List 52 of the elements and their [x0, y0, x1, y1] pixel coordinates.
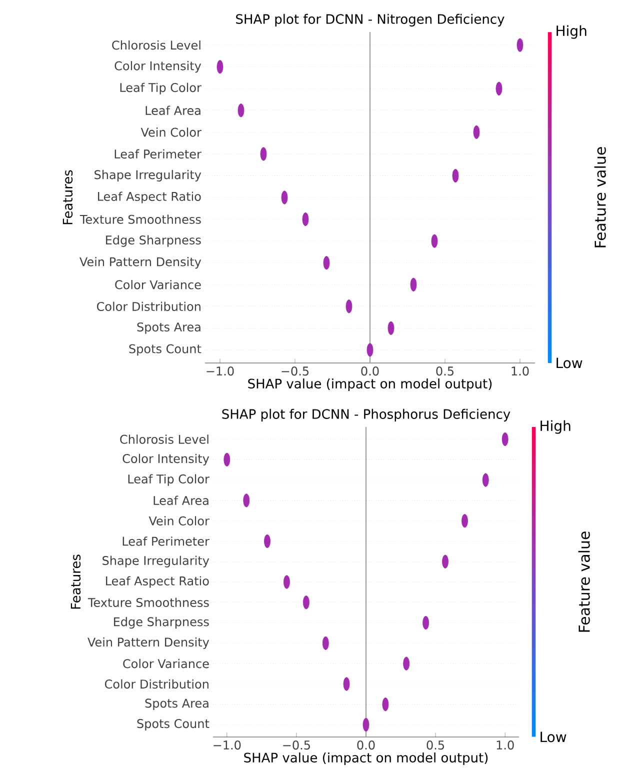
y-tick-label: Edge Sharpness — [106, 235, 201, 247]
text: Low — [556, 358, 582, 368]
y-tick-label: Spots Count — [137, 719, 210, 730]
y-tick-label: Leaf Perimeter — [114, 149, 202, 159]
y-tick-label: Vein Color — [148, 516, 210, 526]
y-tick-label: Color Distribution — [104, 679, 208, 689]
x-tick-label: 0.0 — [361, 366, 379, 376]
y-tick-label: Shape Irregularity — [102, 556, 210, 568]
x-tick-label: −0.5 — [282, 366, 309, 376]
text: High — [540, 420, 570, 434]
x-tick-label: −1.0 — [214, 740, 241, 750]
y-tick-label: Leaf Aspect Ratio — [98, 192, 201, 204]
y-axis-title: Features — [62, 170, 73, 224]
x-axis-title: SHAP value (impact on model output) — [248, 378, 492, 392]
y-tick-label: Chlorosis Level — [112, 40, 200, 50]
x-tick-label: 1.0 — [512, 366, 529, 376]
y-tick-label: Leaf Tip Color — [128, 474, 210, 486]
x-tick-label: −1.0 — [206, 366, 234, 376]
x-tick-label: 1.0 — [496, 740, 514, 750]
y-tick-label: Texture Smoothness — [80, 214, 201, 224]
y-tick-label: Color Distribution — [96, 302, 200, 312]
y-tick-label: Leaf Perimeter — [122, 536, 210, 546]
y-tick-label: Texture Smoothness — [88, 598, 209, 608]
y-tick-label: Vein Pattern Density — [88, 637, 210, 649]
x-tick-label: 0.5 — [426, 740, 444, 750]
y-tick-label: Spots Area — [145, 698, 208, 710]
y-tick-label: Leaf Area — [146, 106, 200, 116]
x-axis-title: SHAP value (impact on model output) — [244, 752, 488, 766]
y-tick-label: Color Variance — [115, 280, 201, 290]
x-tick-label: 0.0 — [357, 740, 375, 750]
y-tick-label: Color Variance — [123, 658, 209, 668]
y-tick-label: Leaf Aspect Ratio — [106, 576, 209, 588]
y-tick-label: Spots Count — [129, 344, 202, 356]
y-tick-label: Color Intensity — [122, 454, 210, 466]
y-tick-label: Leaf Area — [154, 496, 208, 506]
chart-title: SHAP plot for DCNN - Nitrogen Deficiency — [236, 14, 504, 26]
y-tick-label: Leaf Tip Color — [120, 82, 202, 94]
y-tick-label: Shape Irregularity — [94, 170, 202, 182]
y-axis-title: Features — [70, 554, 81, 609]
color-bar-title: Feature value — [578, 532, 590, 632]
x-tick-label: 0.5 — [436, 366, 454, 376]
chart-title: SHAP plot for DCNN - Phosphorus Deficiency — [222, 408, 510, 422]
y-tick-label: Color Intensity — [114, 61, 202, 73]
x-tick-label: −0.5 — [283, 740, 310, 750]
y-tick-label: Vein Color — [140, 128, 202, 137]
y-tick-label: Edge Sharpness — [114, 616, 209, 629]
y-tick-label: Spots Area — [137, 322, 200, 334]
color-bar-title: Feature value — [594, 147, 606, 248]
y-tick-label: Chlorosis Level — [120, 434, 208, 444]
text: High — [556, 25, 586, 39]
y-tick-label: Vein Pattern Density — [80, 257, 202, 269]
text: Low — [540, 732, 566, 742]
